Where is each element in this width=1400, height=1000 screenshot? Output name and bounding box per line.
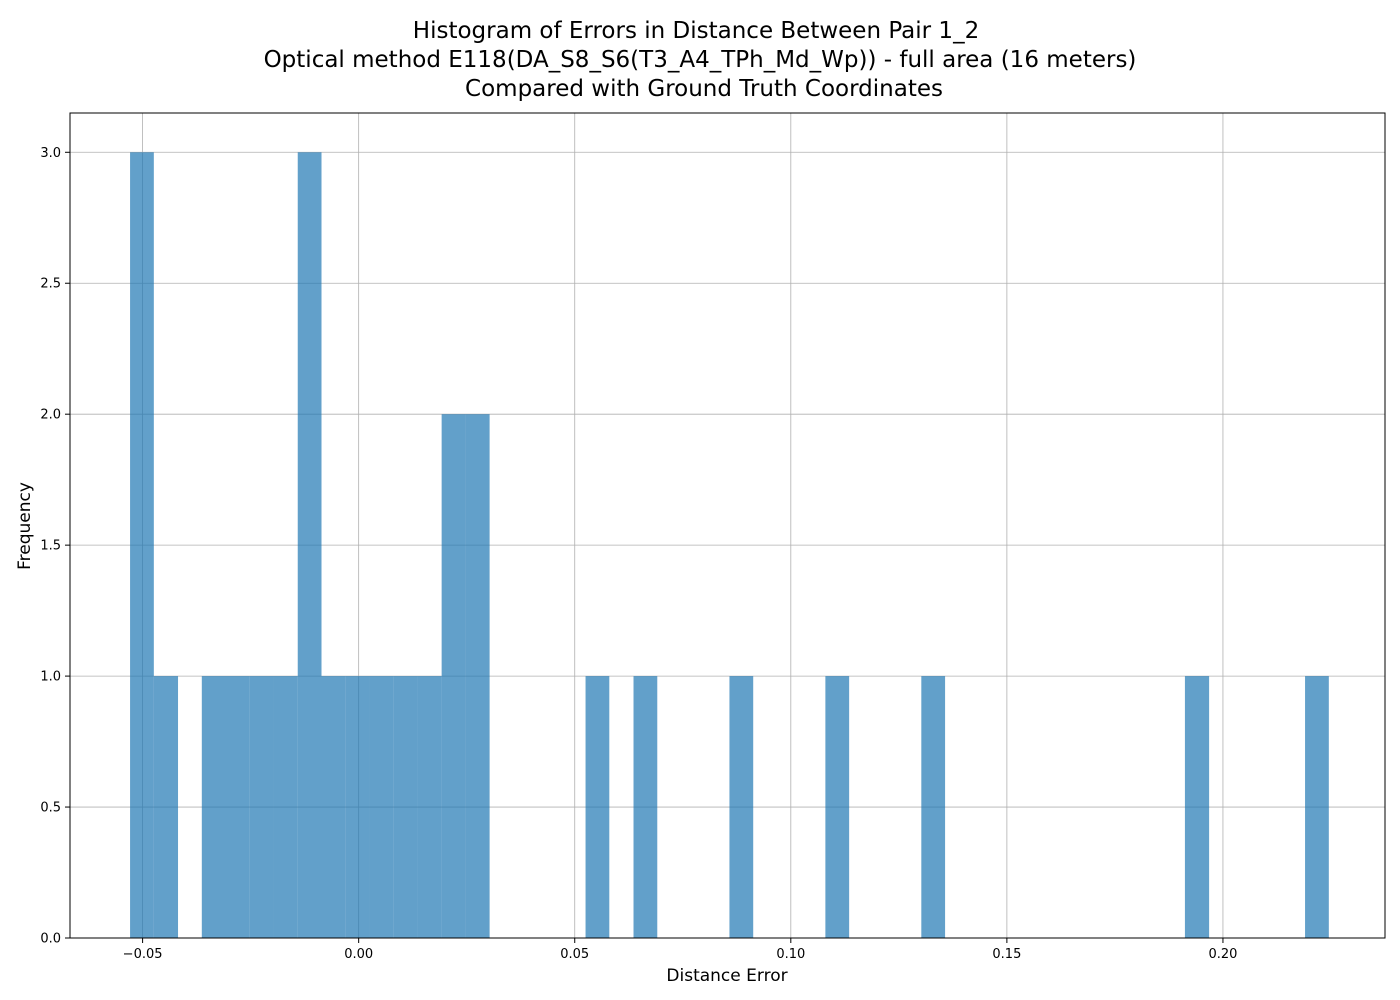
histogram-bar <box>130 152 154 939</box>
histogram-bar <box>201 676 227 938</box>
plot-area-frame <box>69 112 1386 939</box>
y-tick-label: 2.0 <box>40 408 61 423</box>
histogram-bar <box>297 152 322 939</box>
chart-title-line-1: Histogram of Errors in Distance Between … <box>413 18 979 44</box>
x-tick-label: 0.15 <box>992 947 1021 962</box>
histogram-bar <box>825 676 850 938</box>
histogram-bar <box>249 676 274 938</box>
x-tick-label: 0.20 <box>1208 947 1237 962</box>
y-tick-label: 3.0 <box>40 146 61 161</box>
histogram-bar <box>153 676 179 938</box>
y-tick-label: 0.5 <box>40 801 61 816</box>
x-axis-ticks: −0.05 0.00 0.05 0.10 0.15 0.20 <box>123 938 1237 962</box>
chart-title-line-3: Compared with Ground Truth Coordinates <box>465 76 943 102</box>
chart-title-line-2: Optical method E118(DA_S8_S6(T3_A4_TPh_M… <box>264 47 1137 73</box>
histogram-bar <box>441 414 466 938</box>
histogram-bar <box>226 676 250 938</box>
histogram-bar <box>273 676 298 938</box>
x-tick-label: 0.00 <box>344 947 373 962</box>
histogram-bars <box>130 152 1329 939</box>
y-tick-label: 1.0 <box>40 670 61 685</box>
histogram-bar <box>345 676 370 938</box>
x-tick-label: −0.05 <box>123 947 163 962</box>
histogram-bar <box>321 676 346 938</box>
histogram-bar <box>1184 676 1210 938</box>
histogram-bar <box>369 676 394 938</box>
y-axis-label: Frequency <box>15 482 35 570</box>
histogram-bar <box>633 676 658 938</box>
histogram-bar <box>465 414 490 938</box>
x-tick-label: 0.10 <box>776 947 805 962</box>
histogram-bar <box>921 676 946 938</box>
y-tick-label: 1.5 <box>40 539 61 554</box>
x-axis-label: Distance Error <box>666 966 787 986</box>
y-tick-label: 2.5 <box>40 277 61 292</box>
y-tick-label: 0.0 <box>40 932 61 947</box>
histogram-bar <box>393 676 418 938</box>
histogram-bar <box>1305 676 1329 938</box>
histogram-bar <box>729 676 754 938</box>
histogram-bar <box>417 676 442 938</box>
x-tick-label: 0.05 <box>560 947 589 962</box>
histogram-bar <box>585 676 610 938</box>
y-axis-ticks: 0.0 0.5 1.0 1.5 2.0 2.5 3.0 <box>40 146 70 947</box>
